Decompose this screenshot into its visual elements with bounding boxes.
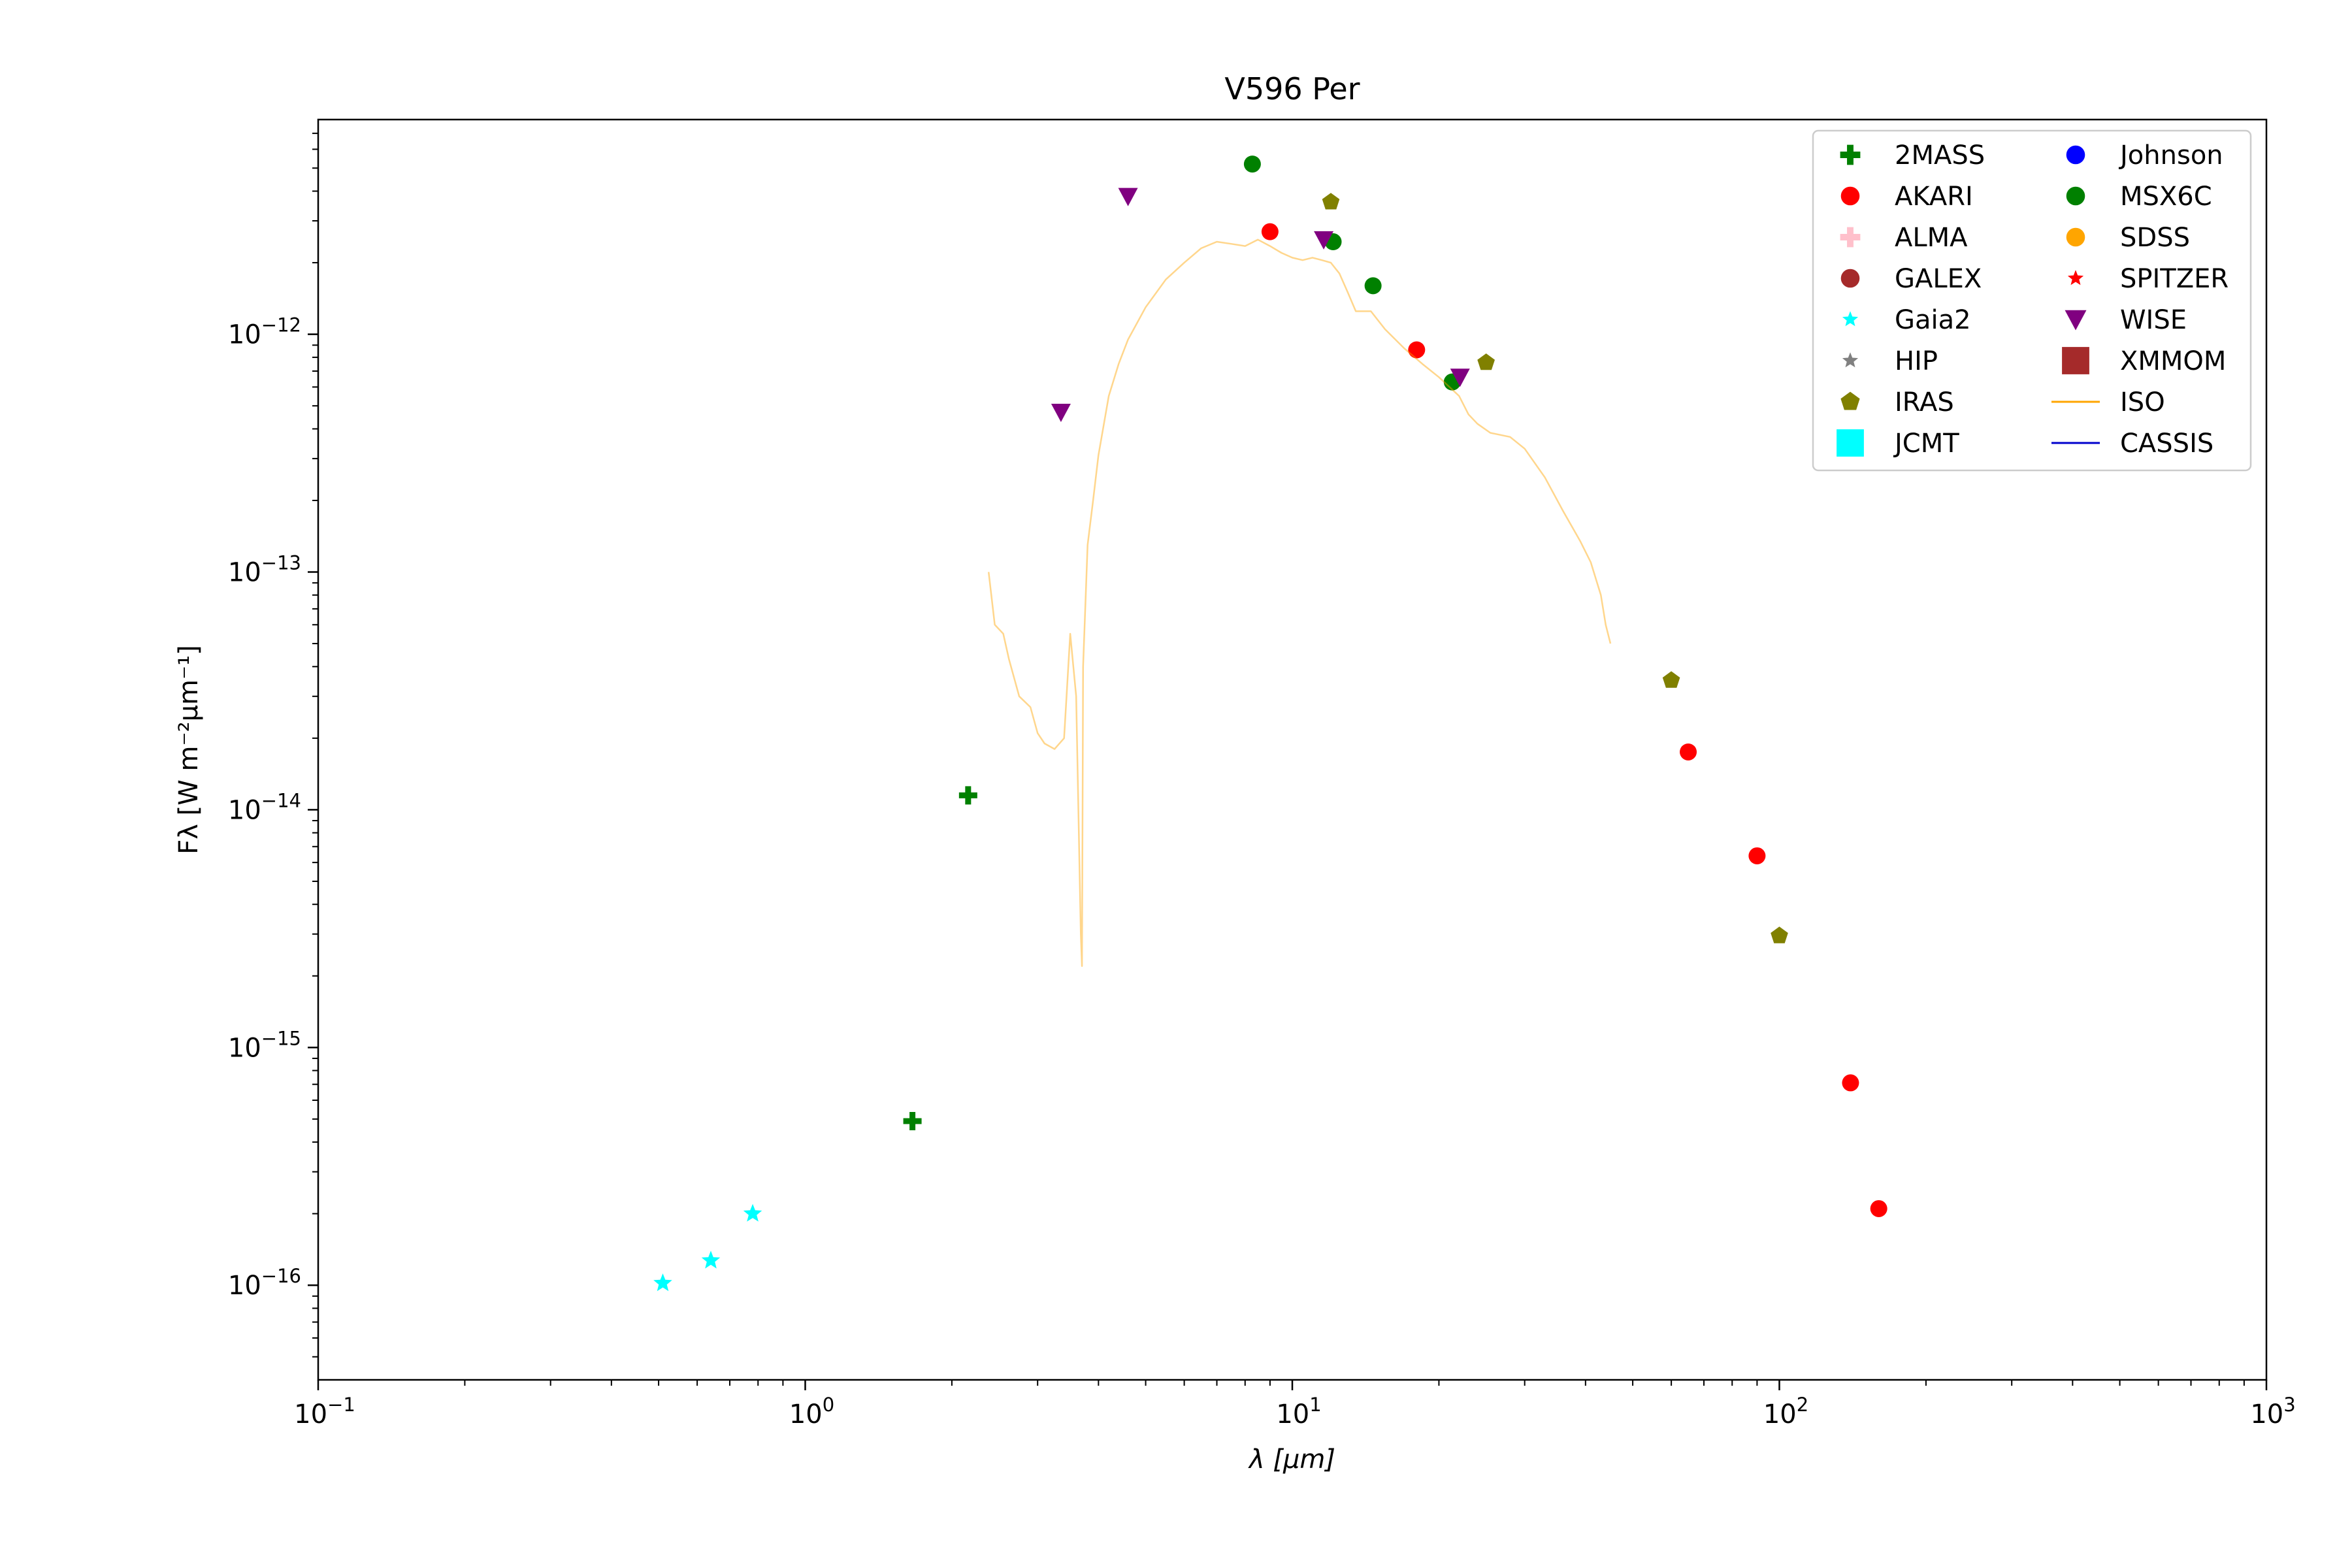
legend-label-wise: WISE bbox=[2120, 305, 2187, 335]
legend-label-gaia2: Gaia2 bbox=[1895, 305, 1971, 335]
y-axis-label: Fλ [W m⁻²μm⁻¹] bbox=[174, 645, 204, 855]
legend-swatch-xmmom bbox=[2062, 347, 2089, 374]
legend-swatch-akari bbox=[1840, 186, 1860, 206]
point-msx6c-2 bbox=[1364, 277, 1382, 295]
legend-label-iso: ISO bbox=[2120, 387, 2165, 417]
point-msx6c-0 bbox=[1243, 155, 1261, 173]
point-2mass-0 bbox=[903, 1112, 922, 1131]
legend-swatch-2mass bbox=[1840, 144, 1861, 165]
legend-box bbox=[1812, 129, 2252, 472]
data-layer bbox=[653, 155, 1887, 1292]
y-tick-label-0: 10−16 bbox=[228, 1265, 301, 1301]
x-tick-label-3: 102 bbox=[1763, 1394, 1808, 1429]
y-tick-label-1: 10−15 bbox=[228, 1027, 301, 1063]
series-line-iso bbox=[987, 238, 1612, 967]
point-akari-0 bbox=[1261, 223, 1279, 240]
point-iras-2 bbox=[1662, 671, 1680, 688]
legend-swatch-jcmt bbox=[1837, 429, 1864, 457]
point-akari-4 bbox=[1842, 1074, 1859, 1092]
legend-label-sdss: SDSS bbox=[2120, 223, 2190, 253]
point-iras-1 bbox=[1477, 353, 1495, 370]
x-tick-label-1: 100 bbox=[789, 1394, 834, 1429]
point-gaia2-1 bbox=[701, 1250, 721, 1269]
legend-label-hip: HIP bbox=[1895, 346, 1938, 376]
legend: 2MASS AKARI ALMA GALEX Gaia2 HIP IRAS JCMT Johns… bbox=[1812, 129, 2252, 472]
point-wise-1 bbox=[1118, 188, 1138, 206]
y-tick-label-4: 10−12 bbox=[228, 314, 301, 350]
legend-label-msx6c: MSX6C bbox=[2120, 182, 2212, 212]
point-akari-2 bbox=[1680, 743, 1697, 760]
point-gaia2-0 bbox=[653, 1273, 672, 1292]
legend-swatch-msx6c bbox=[2066, 186, 2085, 206]
legend-swatch-spitzer bbox=[2067, 270, 2084, 286]
point-wise-3 bbox=[1450, 368, 1470, 387]
legend-label-xmmom: XMMOM bbox=[2120, 346, 2226, 376]
legend-label-johnson: Johnson bbox=[2118, 140, 2223, 171]
x-tick-label-2: 101 bbox=[1276, 1394, 1321, 1429]
point-wise-0 bbox=[1051, 403, 1071, 422]
point-akari-1 bbox=[1408, 341, 1426, 359]
legend-label-alma: ALMA bbox=[1895, 223, 1968, 253]
legend-swatch-alma bbox=[1840, 227, 1861, 248]
x-tick-label-4: 103 bbox=[2250, 1394, 2295, 1429]
point-wise-2 bbox=[1314, 231, 1334, 250]
point-iras-3 bbox=[1771, 926, 1788, 943]
legend-label-cassis: CASSIS bbox=[2120, 429, 2213, 459]
point-2mass-1 bbox=[958, 786, 977, 805]
axes: 10−1 100 101 102 103 10−16 10−15 10−14 10−13 10−1… bbox=[174, 133, 2296, 1475]
legend-swatch-sdss bbox=[2066, 227, 2085, 247]
legend-label-jcmt: JCMT bbox=[1893, 429, 1959, 459]
legend-label-galex: GALEX bbox=[1895, 264, 1982, 294]
point-akari-3 bbox=[1748, 847, 1766, 864]
legend-swatch-iras bbox=[1840, 391, 1860, 410]
legend-label-2mass: 2MASS bbox=[1895, 140, 1985, 171]
chart-title: V596 Per bbox=[1224, 71, 1360, 106]
y-tick-label-3: 10−13 bbox=[228, 552, 301, 588]
point-gaia2-2 bbox=[743, 1203, 762, 1222]
legend-swatch-gaia2 bbox=[1842, 311, 1859, 327]
legend-swatch-johnson bbox=[2066, 145, 2085, 165]
legend-swatch-galex bbox=[1840, 269, 1860, 288]
legend-label-iras: IRAS bbox=[1895, 387, 1954, 417]
legend-swatch-wise bbox=[2065, 310, 2087, 331]
y-tick-label-2: 10−14 bbox=[228, 789, 301, 825]
x-axis-label: λ [μm] bbox=[1248, 1445, 1335, 1475]
x-tick-label-0: 10−1 bbox=[294, 1394, 355, 1429]
point-iras-0 bbox=[1322, 193, 1340, 210]
point-akari-5 bbox=[1870, 1200, 1887, 1217]
legend-label-spitzer: SPITZER bbox=[2120, 264, 2229, 294]
legend-swatch-hip bbox=[1842, 352, 1859, 368]
legend-label-akari: AKARI bbox=[1895, 182, 1973, 212]
